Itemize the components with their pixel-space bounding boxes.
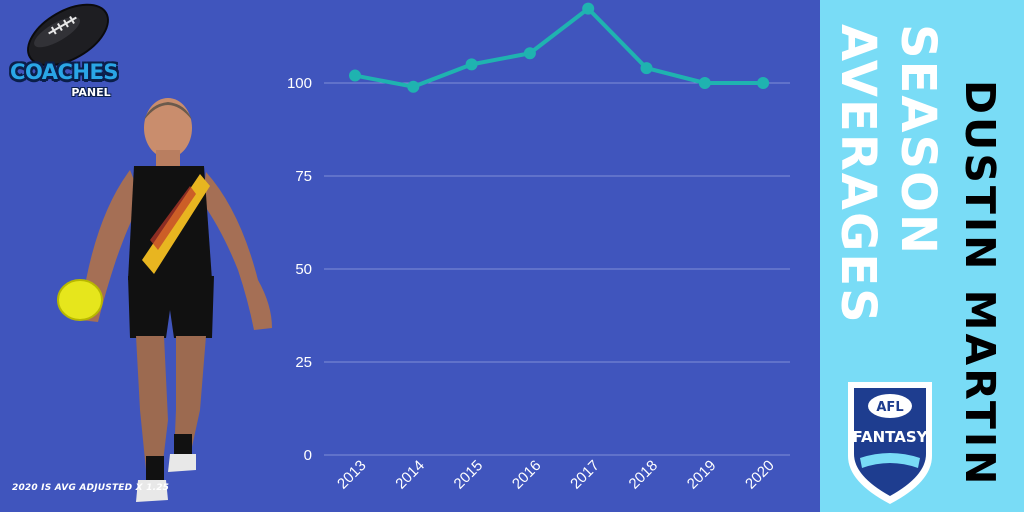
coaches-panel-logo: COACHES PANEL (0, 0, 130, 110)
y-tick-label: 50 (295, 261, 312, 278)
y-tick-label: 75 (295, 168, 312, 185)
x-axis-ticks: 2013 2014 2015 2016 2017 2018 2019 2020 (334, 457, 778, 493)
logo-subtitle: PANEL (71, 86, 111, 99)
y-axis-ticks: 0 25 50 75 100 (287, 75, 312, 464)
data-point (465, 58, 478, 71)
y-tick-label: 100 (287, 75, 312, 92)
player-name-title: DUSTIN MARTIN (956, 80, 1004, 488)
data-point (757, 77, 770, 89)
player-figure (57, 98, 272, 502)
data-point (582, 2, 595, 15)
football-icon (27, 3, 109, 67)
footnote: 2020 IS AVG ADJUSTED X 1.25 (12, 483, 170, 493)
data-point (640, 62, 653, 75)
afl-logo-icon (868, 394, 912, 418)
data-point (698, 77, 711, 89)
y-tick-label: 0 (304, 447, 312, 464)
title-season: SEASON (890, 24, 946, 257)
afl-fantasy-badge: AFL FANTASY (848, 382, 932, 504)
badge-fantasy-text: FANTASY (852, 428, 928, 446)
badge-afl-text: AFL (876, 400, 903, 415)
x-tick-label: 2017 (567, 457, 603, 493)
x-tick-label: 2019 (684, 457, 720, 493)
series-line (354, 6, 764, 89)
x-tick-label: 2018 (626, 457, 662, 493)
x-tick-label: 2020 (742, 457, 778, 493)
x-tick-label: 2015 (451, 457, 487, 493)
x-tick-label: 2013 (334, 457, 370, 493)
y-tick-label: 25 (295, 354, 312, 371)
data-point (349, 69, 361, 82)
title-averages: AVERAGES (830, 24, 886, 325)
gridlines (324, 82, 790, 456)
data-points (349, 2, 770, 93)
logo-wordmark: COACHES (10, 60, 118, 84)
data-point (523, 47, 536, 60)
x-tick-label: 2014 (392, 457, 428, 493)
data-point (407, 80, 420, 93)
x-tick-label: 2016 (509, 457, 545, 493)
